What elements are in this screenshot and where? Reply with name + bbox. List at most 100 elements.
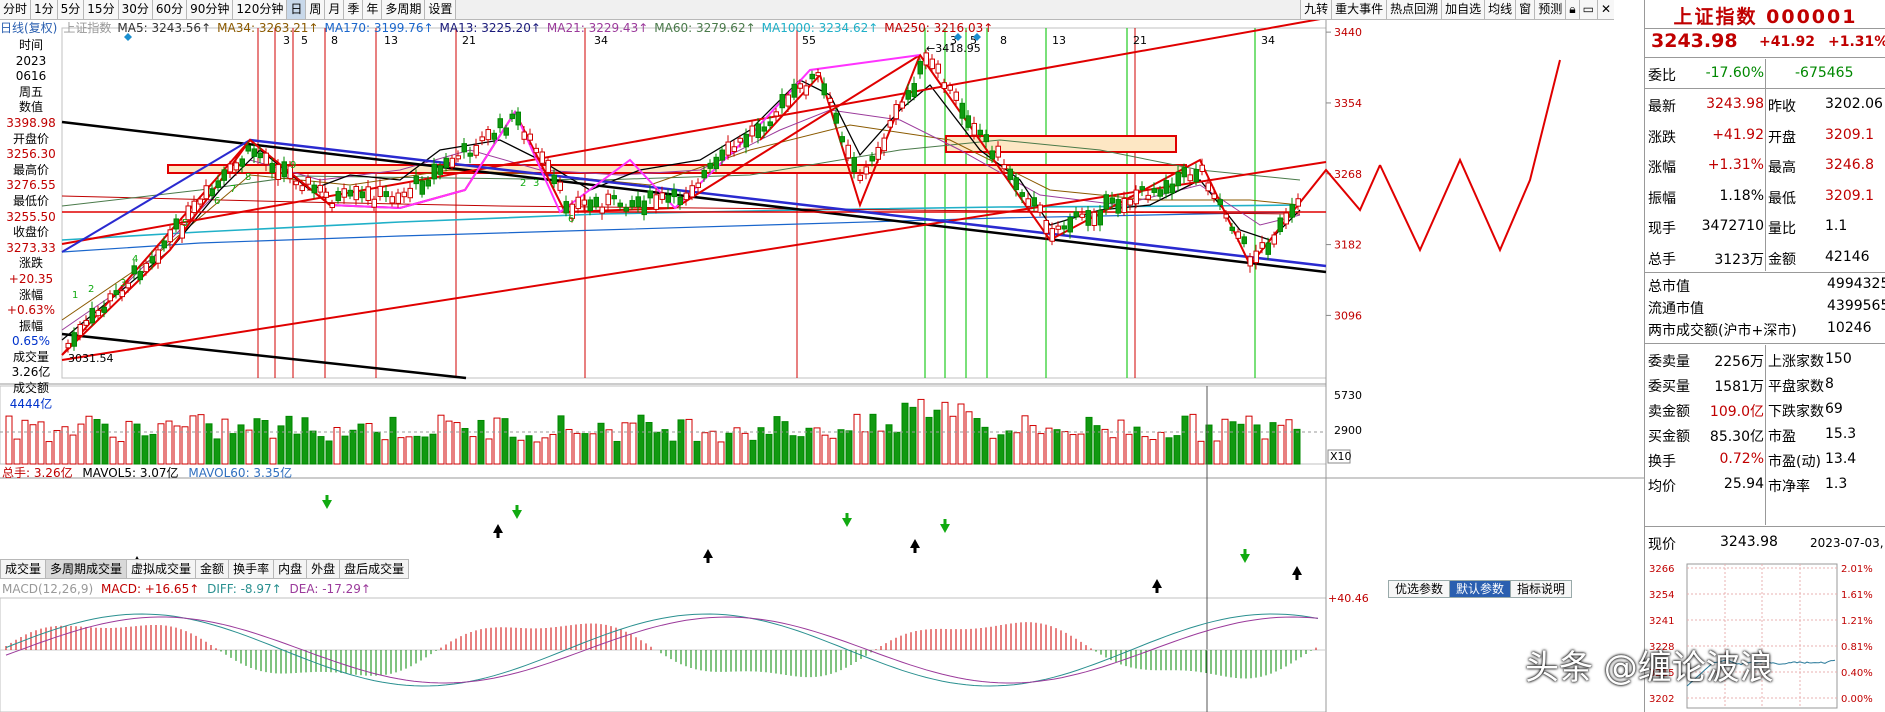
volume-bar [1198, 441, 1204, 464]
volume-bar [358, 424, 364, 464]
volume-bar [1014, 433, 1020, 464]
macd-button-group: 优选参数 默认参数 指标说明 [1389, 580, 1572, 598]
volume-bar [1030, 426, 1036, 464]
candle-body [1254, 251, 1259, 262]
volume-tab-active[interactable]: 多周期成交量 [46, 559, 127, 579]
candle-body [666, 195, 671, 202]
fib-number: 13 [1052, 34, 1066, 47]
volume-tab[interactable]: 外盘 [307, 559, 340, 579]
indicator-help-button[interactable]: 指标说明 [1510, 580, 1572, 598]
volume-bar [102, 424, 108, 464]
period-button[interactable]: 90分钟 [187, 0, 233, 19]
mini-y-tick: 3266 [1649, 564, 1674, 575]
kline-chart[interactable]: 3440335432683182309657302900X10+40.463 5 8… [0, 0, 1644, 712]
ma-legend-item: MA13: 3225.20↑ [440, 20, 541, 36]
jiuzhuan-button[interactable]: 九转 [1300, 0, 1331, 19]
multi-period-button[interactable]: 多周期 [382, 0, 425, 19]
ma-legend-item: MA60: 3279.62↑ [654, 20, 755, 36]
quote-v2: 150 [1825, 351, 1852, 367]
volume-tab[interactable]: 成交量 [0, 559, 46, 579]
toolbar-spacer [456, 0, 1300, 19]
candle-body [330, 204, 335, 208]
hotspot-replay-button[interactable]: 热点回溯 [1386, 0, 1441, 19]
bar-info-line: 最低价 [0, 194, 62, 210]
period-button[interactable]: 120分钟 [233, 0, 287, 19]
settings-button[interactable]: 设置 [425, 0, 456, 19]
period-button[interactable]: 30分 [119, 0, 153, 19]
volume-tab[interactable]: 虚拟成交量 [127, 559, 196, 579]
volume-bar [470, 437, 476, 464]
candle-body [408, 188, 413, 197]
volume-bar [1054, 430, 1060, 464]
dea-value: DEA: -17.29↑ [290, 582, 371, 596]
projection-line [1380, 60, 1560, 250]
period-button[interactable]: 周 [306, 0, 325, 19]
volume-bar [1094, 426, 1100, 464]
candle-body [984, 135, 989, 142]
candle-body [1212, 194, 1217, 199]
divider [1645, 57, 1885, 58]
candle-body [144, 263, 149, 271]
volume-bar [942, 402, 948, 464]
volume-tab[interactable]: 盘后成交量 [340, 559, 409, 579]
optimal-params-button[interactable]: 优选参数 [1388, 580, 1450, 598]
candle-body [522, 132, 527, 139]
period-button[interactable]: 60分 [153, 0, 187, 19]
candle-body [750, 126, 755, 136]
volume-bar [430, 434, 436, 464]
candle-body [1224, 214, 1229, 218]
period-button[interactable]: 分时 [0, 0, 31, 19]
quote-v2: 1.1 [1825, 218, 1847, 234]
volume-bar [110, 437, 116, 464]
bar-info-line: 开盘价 [0, 132, 62, 148]
volume-bar [1262, 439, 1268, 464]
window-button[interactable]: 窗 [1515, 0, 1534, 19]
quote-v: 109.0亿 [1710, 401, 1764, 421]
period-button[interactable]: 5分 [58, 0, 85, 19]
volume-tab[interactable]: 金额 [196, 559, 229, 579]
lock-icon[interactable]: 🔒︎ [1565, 0, 1578, 19]
candle-body [1296, 199, 1301, 206]
major-events-button[interactable]: 重大事件 [1331, 0, 1386, 19]
candle-body [1074, 212, 1079, 217]
quote-v2: 1.3 [1825, 476, 1847, 492]
page-icon[interactable]: ▭ [1579, 0, 1597, 19]
quote-date: 2023-07-03, [1810, 536, 1884, 550]
period-button[interactable]: 1分 [31, 0, 58, 19]
window-close-icon[interactable]: ✕ [1597, 0, 1614, 19]
buy-signal-arrow [493, 524, 503, 538]
volume-tab[interactable]: 换手率 [229, 559, 274, 579]
volume-bar [262, 421, 268, 464]
add-watchlist-button[interactable]: 加自选 [1441, 0, 1484, 19]
quote-k: 最新 [1648, 96, 1676, 116]
candle-body [1014, 178, 1019, 190]
ma-button[interactable]: 均线 [1484, 0, 1515, 19]
wave-label: 9 [290, 160, 296, 171]
period-button[interactable]: 季 [344, 0, 363, 19]
volume-bar [670, 441, 676, 464]
index-title: 上证指数 000001 [1645, 2, 1885, 29]
candle-body [426, 180, 431, 186]
volume-bar [742, 433, 748, 464]
bar-info-line: 最高价 [0, 163, 62, 179]
period-button[interactable]: 15分 [84, 0, 118, 19]
chart-mode-label[interactable]: 日线(复权) [0, 20, 57, 36]
candle-body [360, 192, 365, 198]
volume-bar [1270, 423, 1276, 464]
candle-body [636, 197, 641, 207]
period-button-active[interactable]: 日 [287, 0, 306, 19]
bar-info-line: 3273.33 [0, 241, 62, 257]
mv-label: 总市值 [1648, 276, 1690, 296]
period-button[interactable]: 年 [363, 0, 382, 19]
volume-bar [1246, 416, 1252, 464]
candle-body [1050, 229, 1055, 242]
wave-label: 7 [230, 184, 236, 195]
forecast-button[interactable]: 预测 [1534, 0, 1565, 19]
wave-label: 6 [568, 214, 574, 225]
period-button[interactable]: 月 [325, 0, 344, 19]
buy-signal-arrow [1292, 566, 1302, 580]
candle-body [246, 146, 251, 151]
default-params-button[interactable]: 默认参数 [1449, 580, 1511, 598]
volume-tab[interactable]: 内盘 [274, 559, 307, 579]
divider [1645, 343, 1885, 344]
